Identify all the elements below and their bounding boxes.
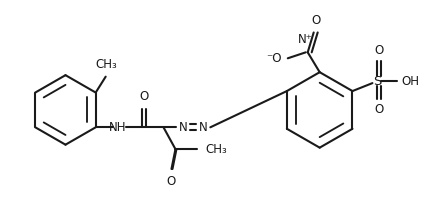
Text: N: N [179,121,188,134]
Text: O: O [375,44,384,57]
Text: O: O [139,90,148,104]
Text: OH: OH [401,75,419,88]
Text: CH₃: CH₃ [205,143,227,156]
Text: N: N [199,121,208,134]
Text: NH: NH [109,121,127,134]
Text: O: O [311,13,320,27]
Text: S: S [373,75,381,88]
Text: CH₃: CH₃ [96,58,117,71]
Text: O: O [167,175,176,188]
Text: O: O [375,103,384,116]
Text: ⁻O: ⁻O [266,52,282,65]
Text: N⁺: N⁺ [298,33,313,46]
